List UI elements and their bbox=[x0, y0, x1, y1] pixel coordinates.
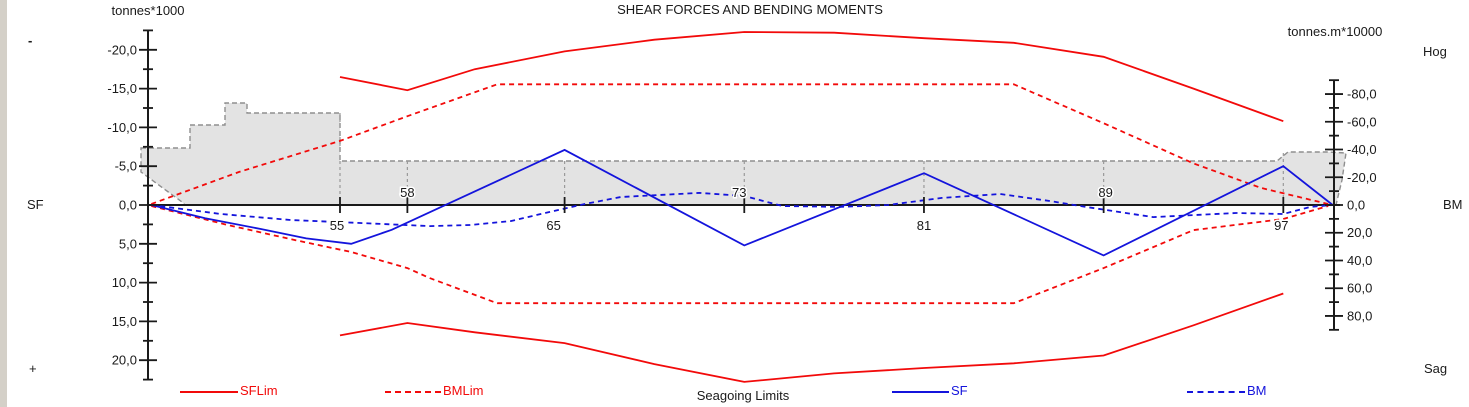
left-axis-tick-label: -15,0 bbox=[107, 81, 137, 96]
right-axis-tick-label: 60,0 bbox=[1347, 281, 1372, 296]
series-sflim_upper bbox=[339, 31, 1284, 123]
left-axis-tick-label: -10,0 bbox=[107, 120, 137, 135]
frame-label-89: 89 bbox=[1098, 185, 1112, 200]
right-axis-tick-label: 40,0 bbox=[1347, 253, 1372, 268]
legend-label-sf: SF bbox=[951, 383, 968, 398]
legend-label-bmlim: BMLim bbox=[443, 383, 484, 398]
right-axis-tick-label: -60,0 bbox=[1347, 114, 1377, 129]
positive-sign-label: + bbox=[29, 361, 37, 376]
series-bm bbox=[151, 191, 1333, 228]
frame-label-97: 97 bbox=[1274, 218, 1288, 233]
negative-sign-label: - bbox=[28, 33, 33, 48]
frame-label-55: 55 bbox=[330, 218, 344, 233]
right-axis-tick-label: -20,0 bbox=[1347, 170, 1377, 185]
series-bmlim_upper bbox=[150, 83, 1329, 205]
right-axis-tick-label: -40,0 bbox=[1347, 142, 1377, 157]
window-edge-strip bbox=[0, 0, 7, 407]
series-sflim_lower bbox=[339, 292, 1284, 383]
right-axis-tick-label: 20,0 bbox=[1347, 225, 1372, 240]
left-axis-tick-label: 5,0 bbox=[119, 236, 137, 251]
right-axis-tick-label: 80,0 bbox=[1347, 308, 1372, 323]
legend-swatch-bmlim bbox=[385, 391, 441, 393]
frame-label-65: 65 bbox=[546, 218, 560, 233]
legend-swatch-sf bbox=[892, 391, 949, 393]
legend-label-bm: BM bbox=[1247, 383, 1267, 398]
right-axis-tick-label: -80,0 bbox=[1347, 87, 1377, 102]
sf-axis-label: SF bbox=[27, 197, 44, 212]
sag-label: Sag bbox=[1424, 361, 1448, 376]
frame-label-73: 73 bbox=[732, 185, 746, 200]
left-axis-tick-label: 20,0 bbox=[112, 353, 137, 368]
frame-label-58: 58 bbox=[400, 185, 414, 200]
hog-label: Hog bbox=[1423, 44, 1447, 59]
left-axis-tick-label: 10,0 bbox=[112, 275, 137, 290]
legend-swatch-bm bbox=[1187, 391, 1245, 393]
left-axis-tick-label: -5,0 bbox=[115, 159, 137, 174]
left-axis-tick-label: 0,0 bbox=[119, 198, 137, 213]
left-axis-unit-label: tonnes*1000 bbox=[111, 3, 185, 18]
frame-label-81: 81 bbox=[917, 218, 931, 233]
series-bmlim_lower bbox=[151, 205, 1329, 305]
right-axis-tick-label: 0,0 bbox=[1347, 198, 1365, 213]
left-axis-tick-label: -20,0 bbox=[107, 42, 137, 57]
condition-label: Seagoing Limits bbox=[696, 388, 790, 403]
legend-swatch-sflim bbox=[180, 391, 238, 393]
series-sf bbox=[151, 148, 1334, 257]
left-axis-tick-label: 15,0 bbox=[112, 314, 137, 329]
right-axis-unit-label: tonnes.m*10000 bbox=[1287, 24, 1383, 39]
legend-label-sflim: SFLim bbox=[240, 383, 278, 398]
bm-axis-label: BM bbox=[1443, 197, 1463, 212]
chart-title: SHEAR FORCES AND BENDING MOMENTS bbox=[617, 2, 883, 17]
